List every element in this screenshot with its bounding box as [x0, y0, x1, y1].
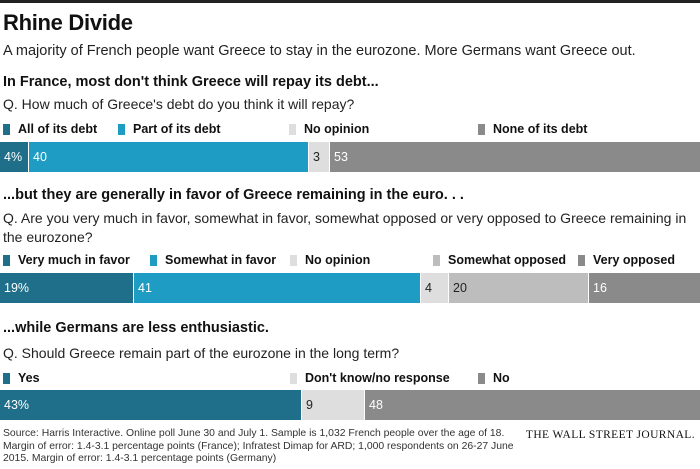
legend-item-very-opposed: Very opposed: [578, 253, 675, 267]
bar-value-label: 9: [306, 398, 313, 412]
bar-segment-no: 48: [364, 390, 700, 420]
bar-value-label: 43%: [4, 398, 30, 412]
legend-swatch: [578, 254, 585, 266]
bar-value-label: 48: [369, 398, 383, 412]
panel-1-legend: All of its debt Part of its debt No opinio…: [0, 122, 700, 138]
legend-item-somewhat-opposed: Somewhat opposed: [433, 253, 566, 267]
chart-subtitle: A majority of French people want Greece …: [3, 43, 636, 59]
bar-value-label: 41: [138, 281, 152, 295]
legend-item-all-of-its-debt: All of its debt: [3, 122, 97, 136]
panel-2-heading: ...but they are generally in favor of Gr…: [3, 187, 464, 203]
legend-item-somewhat-in-favor: Somewhat in favor: [150, 253, 276, 267]
chart-title: Rhine Divide: [3, 10, 133, 35]
legend-label: Yes: [18, 371, 40, 385]
bar-segment-no-opinion: 3: [308, 142, 329, 172]
bar-value-label: 20: [453, 281, 467, 295]
panel-2-question: Q. Are you very much in favor, somewhat …: [3, 210, 687, 245]
legend-swatch: [478, 372, 485, 384]
bar-value-label: 4%: [4, 150, 23, 164]
top-rule: [0, 0, 700, 3]
legend-item-part-of-its-debt: Part of its debt: [118, 122, 221, 136]
legend-label: Very opposed: [593, 253, 675, 267]
legend-swatch: [478, 123, 485, 135]
legend-item-no-opinion: No opinion: [290, 253, 370, 267]
legend-label: No opinion: [304, 122, 370, 136]
legend-item-very-much-in-favor: Very much in favor: [3, 253, 130, 267]
legend-label: Don't know/no response: [305, 371, 450, 385]
publisher-logo: THE WALL STREET JOURNAL.: [525, 429, 695, 441]
legend-swatch: [150, 254, 157, 266]
legend-label: All of its debt: [18, 122, 98, 136]
bar-segment-somewhat-in-favor: 41: [133, 273, 420, 303]
legend-swatch: [118, 123, 125, 135]
bar-segment-very-much-in-favor: 19%: [0, 273, 133, 303]
panel-1-heading: In France, most don't think Greece will …: [3, 74, 379, 90]
bar-segment-part-of-its-debt: 40: [28, 142, 308, 172]
bar-value-label: 19%: [4, 281, 30, 295]
legend-swatch: [3, 123, 10, 135]
panel-3-heading: ...while Germans are less enthusiastic.: [3, 320, 269, 336]
legend-item-no: No: [478, 371, 510, 385]
legend-swatch: [290, 372, 297, 384]
bar-segment-don-t-know-no-response: 9: [301, 390, 364, 420]
legend-swatch: [290, 254, 297, 266]
bar-segment-none-of-its-debt: 53: [329, 142, 700, 172]
legend-label: No opinion: [305, 253, 371, 267]
legend-label: Somewhat in favor: [165, 253, 277, 267]
legend-swatch: [289, 123, 296, 135]
legend-item-don-t-know-no-response: Don't know/no response: [290, 371, 450, 385]
panel-1-question: Q. How much of Greece's debt do you thin…: [3, 96, 355, 112]
bar-value-label: 40: [33, 150, 47, 164]
legend-item-none-of-its-debt: None of its debt: [478, 122, 587, 136]
panel-1-bar: 4% 40 3 53: [0, 142, 700, 172]
bar-value-label: 16: [593, 281, 607, 295]
legend-swatch: [433, 254, 440, 266]
legend-swatch: [3, 254, 10, 266]
source-note: Source: Harris Interactive. Online poll …: [3, 428, 514, 464]
bar-segment-somewhat-opposed: 20: [448, 273, 588, 303]
panel-2-legend: Very much in favor Somewhat in favor No op…: [0, 253, 700, 269]
legend-item-yes: Yes: [3, 371, 40, 385]
bar-value-label: 4: [425, 281, 432, 295]
bar-segment-yes: 43%: [0, 390, 301, 420]
panel-3-question: Q. Should Greece remain part of the euro…: [3, 345, 400, 361]
panel-3-bar: 43% 9 48: [0, 390, 700, 420]
legend-swatch: [3, 372, 10, 384]
legend-item-no-opinion: No opinion: [289, 122, 369, 136]
bar-value-label: 3: [313, 150, 320, 164]
legend-label: None of its debt: [493, 122, 588, 136]
legend-label: Somewhat opposed: [448, 253, 567, 267]
panel-3-legend: Yes Don't know/no response No: [0, 371, 700, 387]
legend-label: Very much in favor: [18, 253, 130, 267]
bar-segment-very-opposed: 16: [588, 273, 700, 303]
legend-label: Part of its debt: [133, 122, 221, 136]
panel-2-bar: 19% 41 4 20 16: [0, 273, 700, 303]
bar-segment-no-opinion: 4: [420, 273, 448, 303]
bar-segment-all-of-its-debt: 4%: [0, 142, 28, 172]
legend-label: No: [493, 371, 510, 385]
bar-value-label: 53: [334, 150, 348, 164]
